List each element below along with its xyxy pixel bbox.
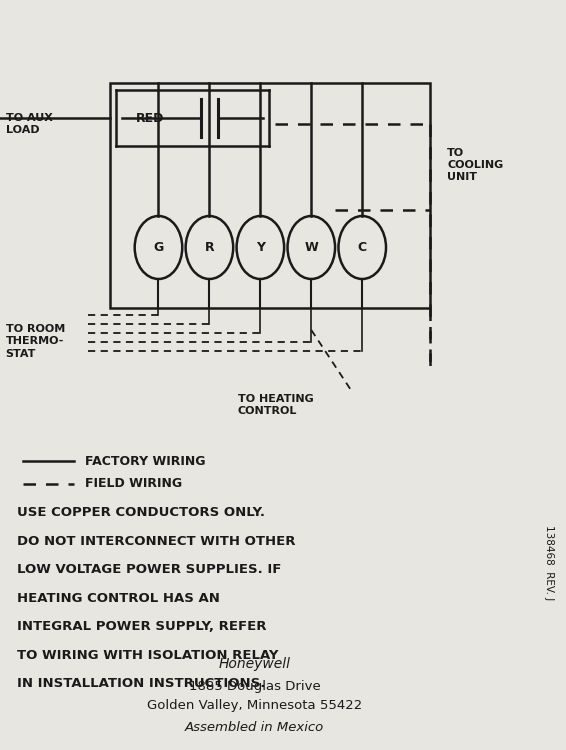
Text: R: R [204, 241, 215, 254]
Text: TO HEATING
CONTROL: TO HEATING CONTROL [238, 394, 314, 416]
Text: LOW VOLTAGE POWER SUPPLIES. IF: LOW VOLTAGE POWER SUPPLIES. IF [17, 563, 281, 576]
Text: FACTORY WIRING: FACTORY WIRING [85, 454, 205, 468]
Text: Honeywell: Honeywell [218, 657, 291, 670]
Text: G: G [153, 241, 164, 254]
Text: 1885 Douglas Drive: 1885 Douglas Drive [189, 680, 320, 693]
Text: DO NOT INTERCONNECT WITH OTHER: DO NOT INTERCONNECT WITH OTHER [17, 535, 295, 548]
Text: FIELD WIRING: FIELD WIRING [85, 477, 182, 490]
Text: TO AUX
LOAD: TO AUX LOAD [6, 112, 53, 135]
Text: HEATING CONTROL HAS AN: HEATING CONTROL HAS AN [17, 592, 220, 604]
Text: Y: Y [256, 241, 265, 254]
Text: TO ROOM
THERMO-
STAT: TO ROOM THERMO- STAT [6, 324, 65, 358]
Text: IN INSTALLATION INSTRUCTIONS.: IN INSTALLATION INSTRUCTIONS. [17, 677, 265, 690]
Text: W: W [305, 241, 318, 254]
Text: 138468  REV. J: 138468 REV. J [544, 525, 554, 600]
Text: INTEGRAL POWER SUPPLY, REFER: INTEGRAL POWER SUPPLY, REFER [17, 620, 267, 633]
Text: TO WIRING WITH ISOLATION RELAY: TO WIRING WITH ISOLATION RELAY [17, 649, 278, 662]
Text: Golden Valley, Minnesota 55422: Golden Valley, Minnesota 55422 [147, 698, 362, 712]
Text: C: C [358, 241, 367, 254]
Text: RED: RED [136, 112, 164, 125]
Text: TO
COOLING
UNIT: TO COOLING UNIT [447, 148, 503, 182]
Text: Assembled in Mexico: Assembled in Mexico [185, 721, 324, 734]
Text: USE COPPER CONDUCTORS ONLY.: USE COPPER CONDUCTORS ONLY. [17, 506, 265, 519]
